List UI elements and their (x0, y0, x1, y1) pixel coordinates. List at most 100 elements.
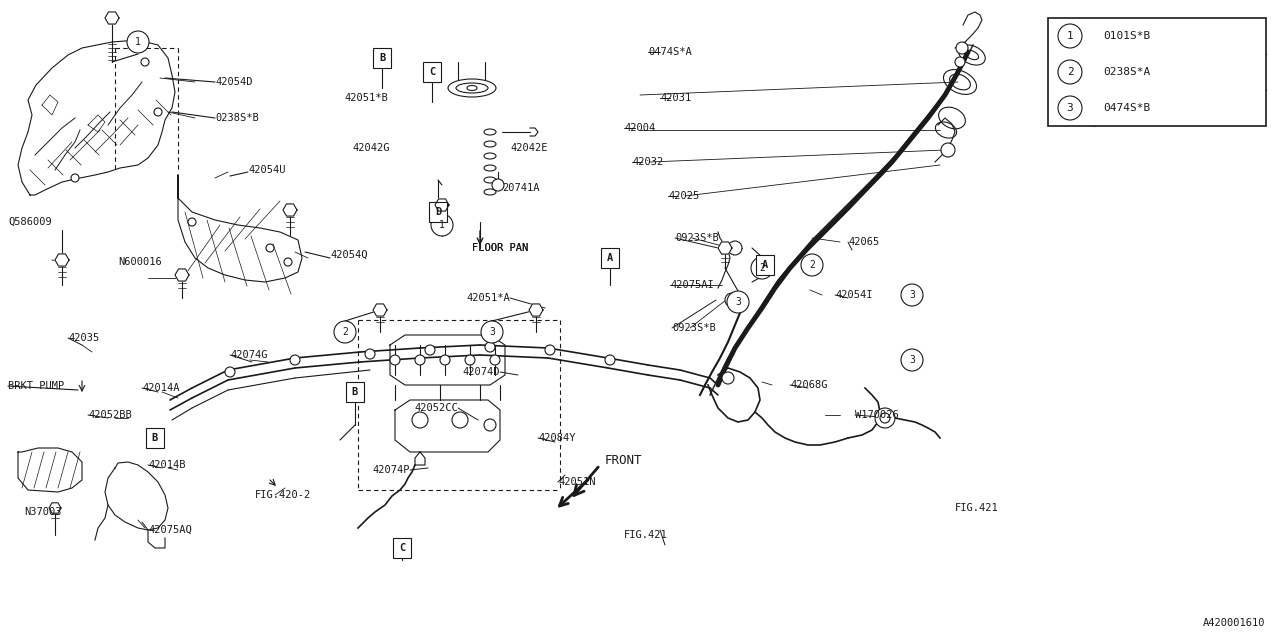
Text: 0238S*A: 0238S*A (1103, 67, 1151, 77)
Text: 42054I: 42054I (835, 290, 873, 300)
Text: 2: 2 (759, 263, 765, 273)
Circle shape (188, 218, 196, 226)
Circle shape (465, 355, 475, 365)
Text: 42042G: 42042G (352, 143, 390, 153)
Polygon shape (435, 199, 449, 211)
Circle shape (225, 367, 236, 377)
Circle shape (751, 257, 773, 279)
Text: 0474S*B: 0474S*B (1103, 103, 1151, 113)
Circle shape (127, 31, 148, 53)
Text: 42051*A: 42051*A (466, 293, 509, 303)
Text: 0238S*B: 0238S*B (215, 113, 259, 123)
Text: FLOOR PAN: FLOOR PAN (472, 243, 529, 253)
Text: 42004: 42004 (625, 123, 655, 133)
Text: B: B (152, 433, 159, 443)
Text: 3: 3 (735, 297, 741, 307)
Text: 1: 1 (439, 220, 445, 230)
Bar (1048, 18, 1266, 126)
Text: B: B (352, 387, 358, 397)
Text: 42065: 42065 (849, 237, 879, 247)
Polygon shape (718, 242, 732, 254)
Circle shape (291, 355, 300, 365)
Text: A420001610: A420001610 (1202, 618, 1265, 628)
Text: 1: 1 (136, 37, 141, 47)
Circle shape (728, 241, 742, 255)
Polygon shape (372, 304, 387, 316)
Text: 3: 3 (489, 327, 495, 337)
Bar (422, 62, 442, 82)
Text: 42075AI: 42075AI (669, 280, 714, 290)
Text: 42074P: 42074P (372, 465, 410, 475)
Text: 42074D: 42074D (462, 367, 500, 377)
Circle shape (365, 349, 375, 359)
Circle shape (412, 412, 428, 428)
Circle shape (440, 355, 451, 365)
Circle shape (415, 355, 425, 365)
Polygon shape (49, 503, 61, 513)
Polygon shape (529, 304, 543, 316)
Circle shape (490, 355, 500, 365)
Text: 0101S*B: 0101S*B (1103, 31, 1151, 41)
Bar (346, 382, 364, 402)
Circle shape (425, 345, 435, 355)
Circle shape (1059, 96, 1082, 120)
Circle shape (334, 321, 356, 343)
Circle shape (722, 372, 733, 384)
Circle shape (801, 254, 823, 276)
Text: 42014B: 42014B (148, 460, 186, 470)
Circle shape (724, 293, 739, 307)
Circle shape (1059, 24, 1082, 48)
Text: 3: 3 (909, 355, 915, 365)
Circle shape (266, 244, 274, 252)
Text: 42031: 42031 (660, 93, 691, 103)
Text: 1: 1 (1066, 31, 1074, 41)
Text: 42054U: 42054U (248, 165, 285, 175)
Bar (429, 202, 447, 222)
Circle shape (605, 355, 614, 365)
Text: 42042E: 42042E (509, 143, 548, 153)
Polygon shape (55, 254, 69, 266)
Text: 0923S*B: 0923S*B (672, 323, 716, 333)
Text: FLOOR PAN: FLOOR PAN (472, 243, 529, 253)
Text: 2: 2 (342, 327, 348, 337)
Text: 42035: 42035 (68, 333, 100, 343)
Text: C: C (399, 543, 406, 553)
Text: N37003: N37003 (24, 507, 61, 517)
Text: 42052BB: 42052BB (88, 410, 132, 420)
Circle shape (956, 42, 968, 54)
Bar (393, 538, 411, 558)
Text: 20741A: 20741A (502, 183, 539, 193)
Text: 2: 2 (1066, 67, 1074, 77)
Circle shape (481, 321, 503, 343)
Circle shape (727, 291, 749, 313)
Circle shape (284, 258, 292, 266)
Circle shape (431, 214, 453, 236)
Text: A: A (607, 253, 613, 263)
Text: 42051N: 42051N (558, 477, 595, 487)
Text: 42025: 42025 (668, 191, 699, 201)
Text: C: C (429, 67, 435, 77)
Circle shape (141, 58, 148, 66)
Circle shape (545, 345, 556, 355)
Circle shape (955, 57, 965, 67)
Circle shape (390, 355, 399, 365)
Text: FIG.421: FIG.421 (955, 503, 998, 513)
Text: 42084Y: 42084Y (538, 433, 576, 443)
Text: A: A (762, 260, 768, 270)
Circle shape (492, 179, 504, 191)
Bar (602, 248, 620, 268)
Text: N600016: N600016 (118, 257, 161, 267)
Text: 3: 3 (1066, 103, 1074, 113)
Circle shape (876, 408, 895, 428)
Text: Q586009: Q586009 (8, 217, 51, 227)
Text: D: D (435, 207, 442, 217)
Polygon shape (105, 12, 119, 24)
Circle shape (70, 174, 79, 182)
Circle shape (901, 284, 923, 306)
Circle shape (1059, 60, 1082, 84)
Bar (372, 48, 390, 68)
Text: 42074G: 42074G (230, 350, 268, 360)
Circle shape (901, 349, 923, 371)
Text: 0923S*B: 0923S*B (675, 233, 719, 243)
Polygon shape (175, 269, 189, 281)
